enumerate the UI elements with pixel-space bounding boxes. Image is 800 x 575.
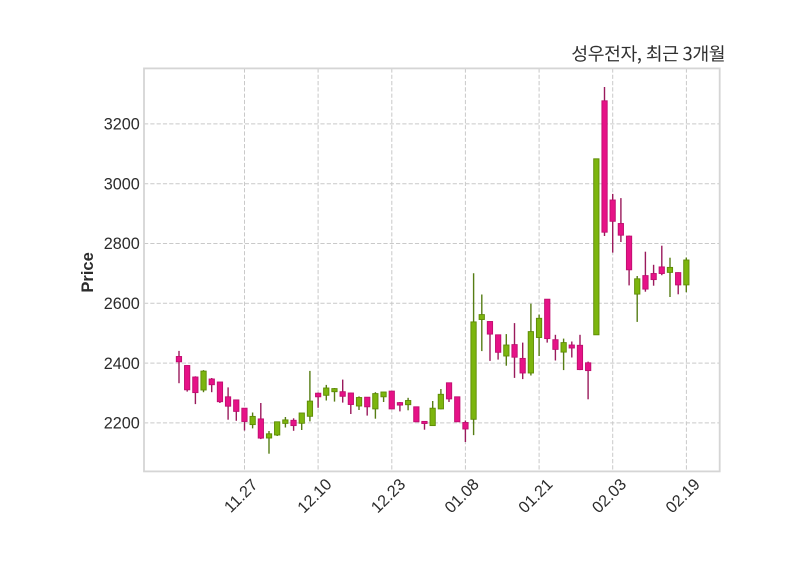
svg-text:01.08: 01.08 <box>441 475 482 516</box>
svg-text:02.03: 02.03 <box>589 475 630 516</box>
svg-text:2400: 2400 <box>104 355 140 373</box>
svg-text:3200: 3200 <box>104 116 140 134</box>
svg-text:12.10: 12.10 <box>294 475 335 516</box>
svg-text:2200: 2200 <box>104 415 140 433</box>
svg-text:01.21: 01.21 <box>515 475 556 516</box>
svg-text:3000: 3000 <box>104 175 140 193</box>
svg-text:02.19: 02.19 <box>662 475 703 516</box>
svg-text:2800: 2800 <box>104 235 140 253</box>
svg-text:Price: Price <box>79 252 97 292</box>
svg-text:11.27: 11.27 <box>221 476 262 517</box>
svg-text:12.23: 12.23 <box>368 475 409 516</box>
svg-text:2600: 2600 <box>104 295 140 313</box>
